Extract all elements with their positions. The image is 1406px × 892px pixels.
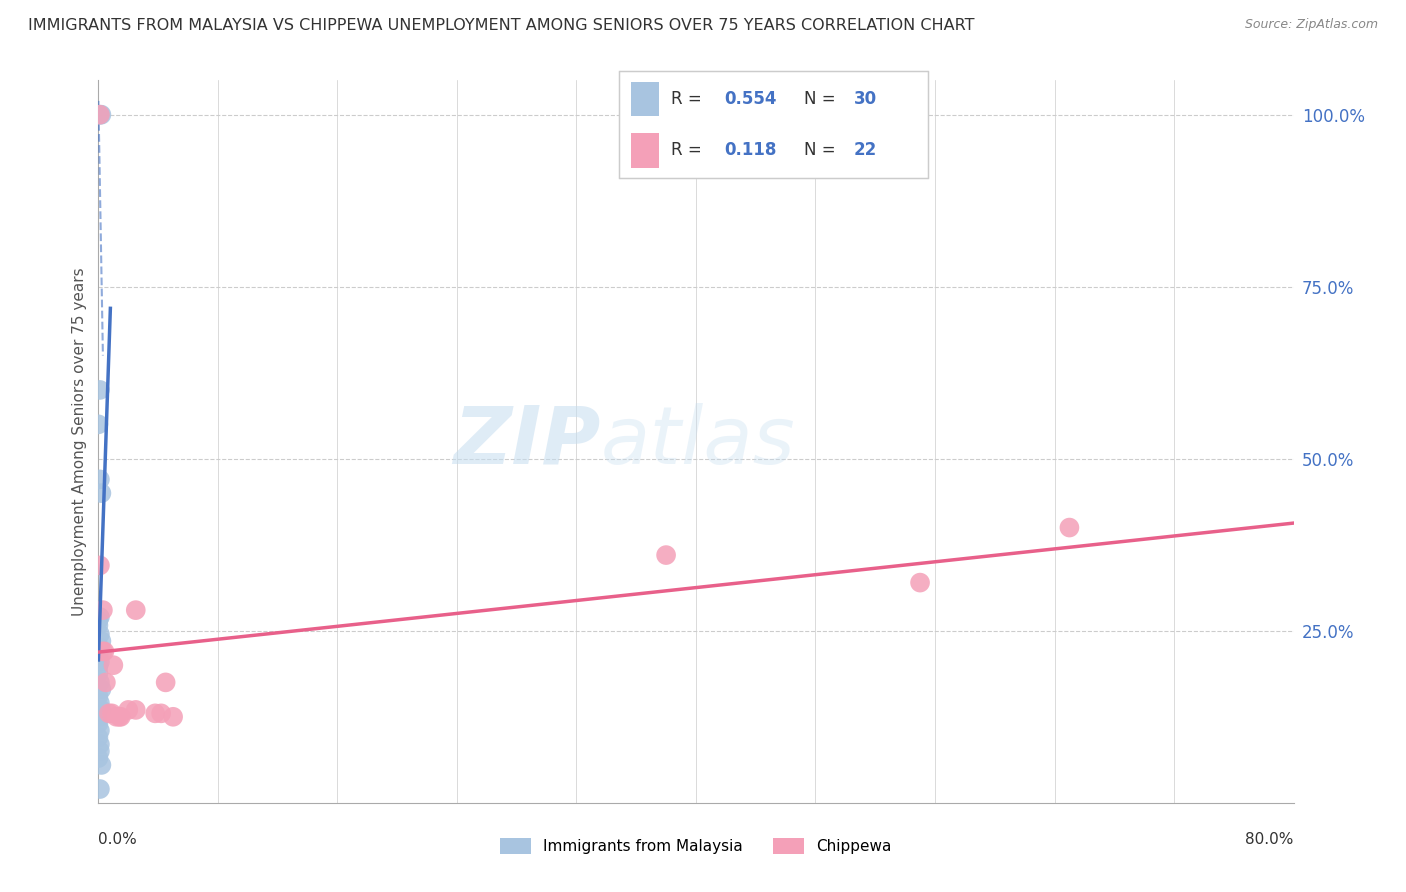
Point <box>105 710 128 724</box>
Text: 0.118: 0.118 <box>724 141 776 159</box>
Point <box>90 758 112 772</box>
Text: ZIP: ZIP <box>453 402 600 481</box>
Point <box>89 655 111 669</box>
Point <box>90 634 112 648</box>
Text: 30: 30 <box>853 90 877 108</box>
Text: N =: N = <box>804 141 841 159</box>
Point <box>87 689 110 703</box>
Point <box>117 703 139 717</box>
Point <box>89 472 111 486</box>
Point <box>97 706 120 721</box>
Point <box>91 603 114 617</box>
Point <box>90 486 112 500</box>
Legend: Immigrants from Malaysia, Chippewa: Immigrants from Malaysia, Chippewa <box>495 832 897 860</box>
Point <box>87 666 110 681</box>
Point <box>162 710 184 724</box>
Point <box>143 706 166 721</box>
FancyBboxPatch shape <box>631 82 659 116</box>
Point <box>125 703 148 717</box>
Text: Source: ZipAtlas.com: Source: ZipAtlas.com <box>1244 18 1378 31</box>
Point <box>89 696 111 710</box>
Text: 80.0%: 80.0% <box>1246 831 1294 847</box>
Point <box>108 710 131 724</box>
Point <box>110 710 132 724</box>
Point <box>87 659 110 673</box>
Text: atlas: atlas <box>600 402 796 481</box>
Point <box>90 108 112 122</box>
Text: 0.0%: 0.0% <box>98 831 138 847</box>
Text: IMMIGRANTS FROM MALAYSIA VS CHIPPEWA UNEMPLOYMENT AMONG SENIORS OVER 75 YEARS CO: IMMIGRANTS FROM MALAYSIA VS CHIPPEWA UNE… <box>28 18 974 33</box>
Point <box>103 658 125 673</box>
Point <box>87 417 110 432</box>
Point <box>89 782 111 797</box>
Point <box>89 627 111 641</box>
Point <box>87 716 110 731</box>
Text: R =: R = <box>671 141 707 159</box>
Point <box>93 644 115 658</box>
Point <box>89 640 111 655</box>
Point <box>94 675 117 690</box>
Point <box>90 703 112 717</box>
Text: R =: R = <box>671 90 707 108</box>
Point <box>155 675 177 690</box>
Point <box>87 751 110 765</box>
Point <box>89 744 111 758</box>
Point <box>91 644 114 658</box>
Point <box>87 648 110 662</box>
Point <box>89 610 111 624</box>
Point <box>90 682 112 697</box>
Y-axis label: Unemployment Among Seniors over 75 years: Unemployment Among Seniors over 75 years <box>72 268 87 615</box>
Point <box>89 723 111 738</box>
Point <box>89 710 111 724</box>
Point <box>87 731 110 745</box>
Point <box>89 675 111 690</box>
Point <box>87 614 110 628</box>
Point <box>87 618 110 632</box>
Point <box>89 558 111 573</box>
Point <box>655 548 678 562</box>
Point <box>89 737 111 751</box>
Point <box>1059 520 1081 534</box>
Text: N =: N = <box>804 90 841 108</box>
Point <box>101 706 124 721</box>
FancyBboxPatch shape <box>631 134 659 168</box>
Point <box>89 108 111 122</box>
Point <box>150 706 173 721</box>
Text: 22: 22 <box>853 141 877 159</box>
Point <box>89 383 111 397</box>
Point <box>125 603 148 617</box>
Point <box>908 575 931 590</box>
Point <box>89 108 111 122</box>
Text: 0.554: 0.554 <box>724 90 776 108</box>
